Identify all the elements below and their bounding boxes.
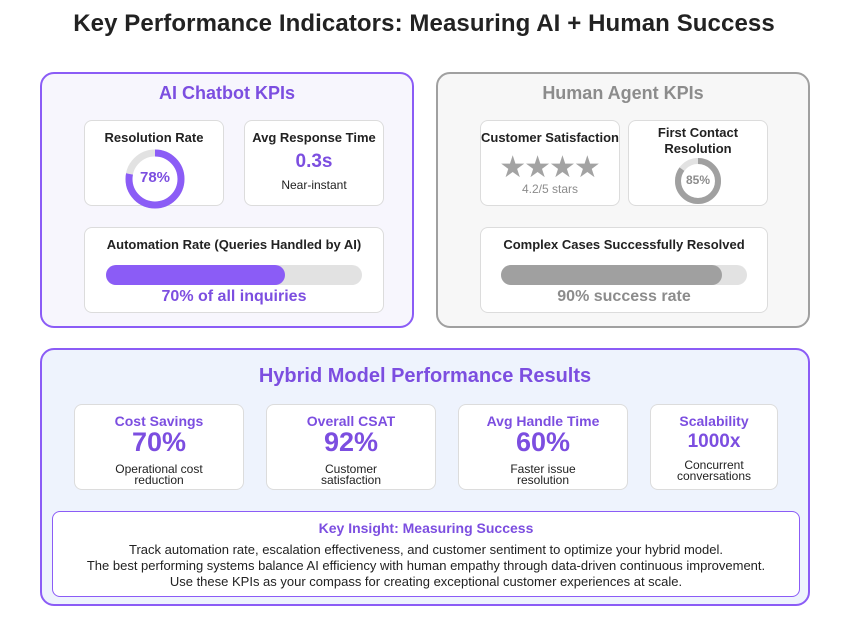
- ai-chatbot-panel: AI Chatbot KPIs Resolution Rate 78% Avg …: [40, 72, 414, 328]
- response-time-value: 0.3s: [295, 151, 333, 172]
- resolution-rate-arc: [125, 149, 185, 209]
- customer-satisfaction-caption: 4.2/5 stars: [521, 182, 579, 196]
- page-title: Key Performance Indicators: Measuring AI…: [73, 10, 775, 37]
- scalability-desc-line2: conversations: [676, 469, 752, 483]
- automation-rate-label: Automation Rate (Queries Handled by AI): [106, 237, 362, 252]
- automation-rate-bar-track: [106, 265, 362, 285]
- scalability-card: Scalability 1000x Concurrent conversatio…: [650, 404, 778, 490]
- resolution-rate-donut: 78%: [124, 148, 186, 210]
- automation-rate-bar-fill: [106, 265, 286, 285]
- overall-csat-desc: Customer satisfaction: [267, 462, 435, 487]
- complex-cases-card: Complex Cases Successfully Resolved 90% …: [480, 227, 768, 313]
- avg-handle-time-desc-line2: resolution: [516, 473, 570, 487]
- star-icon: ★: [499, 151, 527, 184]
- star-rating: ★★★★: [481, 151, 619, 184]
- scalability-label: Scalability: [679, 413, 749, 429]
- overall-csat-desc-line2: satisfaction: [320, 473, 382, 487]
- human-panel-title: Human Agent KPIs: [542, 83, 704, 103]
- complex-cases-label: Complex Cases Successfully Resolved: [503, 237, 745, 252]
- overall-csat-card: Overall CSAT 92% Customer satisfaction: [266, 404, 436, 490]
- star-icon: ★: [524, 151, 551, 184]
- key-insight-line-3: Use these KPIs as your compass for creat…: [169, 574, 683, 589]
- first-contact-resolution-card: First Contact Resolution 85%: [628, 120, 768, 206]
- fcr-donut: 85%: [674, 157, 722, 205]
- cost-savings-desc-line2: reduction: [134, 473, 184, 487]
- cost-savings-card: Cost Savings 70% Operational cost reduct…: [74, 404, 244, 490]
- key-insight-box: Key Insight: Measuring Success Track aut…: [52, 511, 800, 597]
- scalability-desc: Concurrent conversations: [651, 458, 777, 483]
- fcr-label-line1: First Contact: [657, 125, 739, 140]
- cost-savings-value: 70%: [131, 427, 187, 457]
- customer-satisfaction-label: Customer Satisfaction: [481, 130, 619, 145]
- avg-handle-time-card: Avg Handle Time 60% Faster issue resolut…: [458, 404, 628, 490]
- avg-handle-time-value: 60%: [515, 427, 571, 457]
- hybrid-panel-title: Hybrid Model Performance Results: [258, 365, 592, 387]
- star-icon: ★: [549, 151, 576, 184]
- avg-handle-time-label: Avg Handle Time: [486, 413, 600, 429]
- resolution-rate-card: Resolution Rate 78%: [84, 120, 224, 209]
- cost-savings-label: Cost Savings: [114, 413, 204, 429]
- scalability-desc-line1: Concurrent: [684, 458, 744, 472]
- first-contact-resolution-label: First Contact Resolution: [629, 125, 767, 157]
- ai-panel-title: AI Chatbot KPIs: [158, 83, 295, 103]
- avg-handle-time-desc: Faster issue resolution: [459, 462, 627, 487]
- automation-rate-caption: 70% of all inquiries: [161, 288, 307, 305]
- fcr-label-line2: Resolution: [664, 141, 732, 156]
- human-agent-panel: Human Agent KPIs Customer Satisfaction ★…: [436, 72, 810, 328]
- resolution-rate-label: Resolution Rate: [104, 130, 204, 145]
- key-insight-line-1: Track automation rate, escalation effect…: [129, 542, 723, 557]
- resolution-rate-value: 78%: [139, 169, 171, 186]
- avg-handle-time-desc-line1: Faster issue: [510, 462, 576, 476]
- complex-cases-bar-fill: [501, 265, 723, 285]
- overall-csat-label: Overall CSAT: [306, 413, 396, 429]
- key-insight-line-2: The best performing systems balance AI e…: [86, 558, 766, 573]
- cost-savings-desc: Operational cost reduction: [75, 462, 243, 487]
- response-time-card: Avg Response Time 0.3s Near-instant: [244, 120, 384, 206]
- overall-csat-desc-line1: Customer: [324, 462, 377, 476]
- complex-cases-bar-track: [501, 265, 747, 285]
- hybrid-results-panel: Hybrid Model Performance Results Cost Sa…: [40, 348, 810, 606]
- fcr-value: 85%: [685, 173, 711, 187]
- complex-cases-caption: 90% success rate: [557, 288, 691, 305]
- key-insight-title: Key Insight: Measuring Success: [318, 520, 534, 536]
- overall-csat-value: 92%: [323, 427, 379, 457]
- scalability-value: 1000x: [687, 431, 741, 452]
- response-time-label: Avg Response Time: [252, 130, 376, 145]
- star-icon: ★: [573, 151, 601, 184]
- customer-satisfaction-card: Customer Satisfaction ★★★★ 4.2/5 stars: [480, 120, 620, 206]
- cost-savings-desc-line1: Operational cost: [115, 462, 203, 476]
- automation-rate-card: Automation Rate (Queries Handled by AI) …: [84, 227, 384, 313]
- response-time-sub: Near-instant: [281, 178, 347, 192]
- fcr-arc: [675, 158, 721, 204]
